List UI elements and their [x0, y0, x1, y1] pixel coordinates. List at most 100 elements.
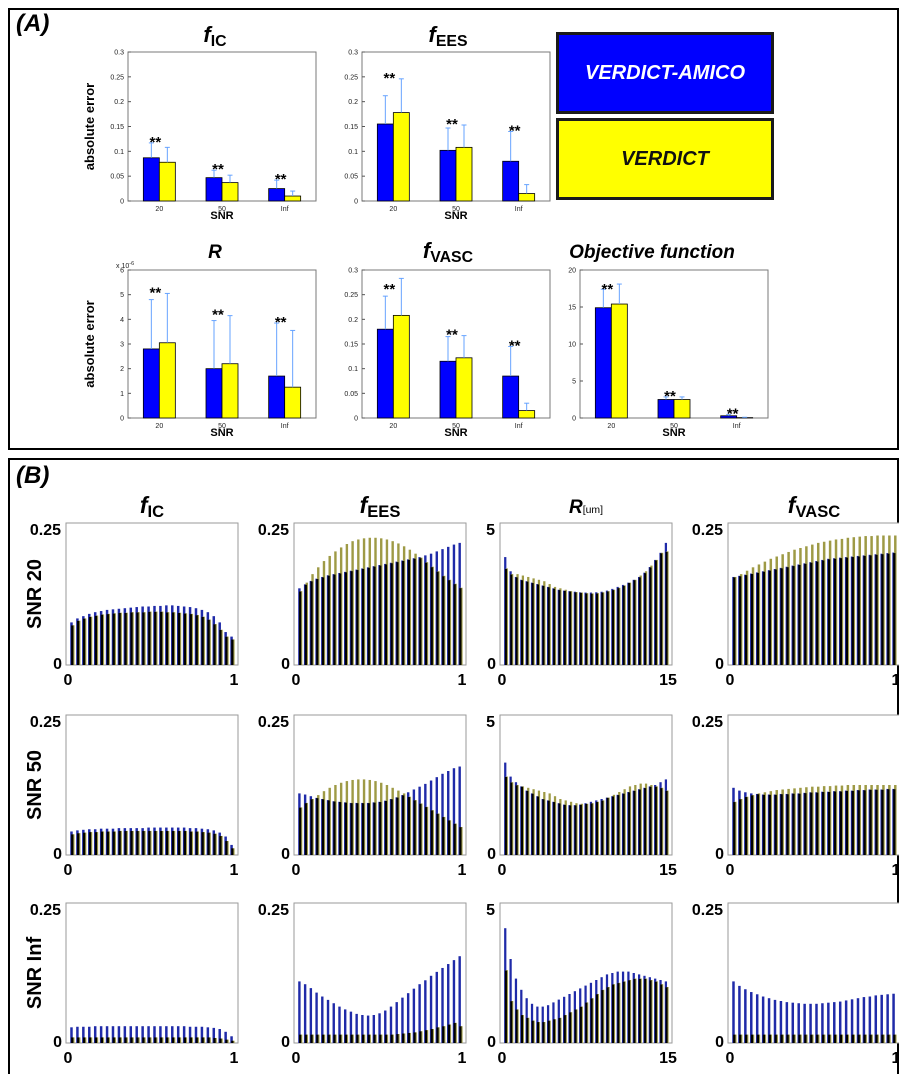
amico-hist-bar — [349, 1011, 353, 1043]
overlap-hist-bar — [547, 587, 550, 665]
overlap-hist-bar — [356, 570, 359, 665]
overlap-hist-bar — [106, 1037, 109, 1043]
overlap-hist-bar — [142, 831, 145, 855]
overlap-hist-bar — [379, 1034, 382, 1043]
overlap-hist-bar — [299, 591, 302, 665]
overlap-hist-bar — [396, 1034, 399, 1043]
overlap-hist-bar — [822, 1034, 825, 1043]
overlap-hist-bar — [601, 592, 604, 665]
amico-hist-bar — [129, 1026, 133, 1043]
hist-r0-c1-ytick-zero: 0 — [281, 656, 290, 673]
overlap-hist-bar — [504, 776, 507, 855]
overlap-hist-bar — [590, 593, 593, 665]
r-significance-marker: ** — [212, 307, 224, 324]
overlap-hist-bar — [792, 793, 795, 855]
legend-verdict: VERDICT — [556, 118, 774, 200]
verdict-bar-objective-0 — [610, 303, 628, 419]
amico-hist-bar — [773, 999, 777, 1043]
amico-hist-bar — [738, 985, 741, 1043]
overlap-hist-bar — [531, 583, 534, 665]
fees-xlabel: SNR — [444, 210, 467, 222]
overlap-hist-bar — [839, 791, 843, 855]
overlap-hist-bar — [654, 981, 657, 1043]
overlap-hist-bar — [622, 585, 625, 665]
overlap-hist-bar — [893, 553, 896, 665]
overlap-hist-bar — [520, 1015, 524, 1043]
overlap-hist-bar — [213, 624, 216, 665]
overlap-hist-bar — [219, 1038, 222, 1043]
overlap-hist-bar — [574, 592, 577, 665]
overlap-hist-bar — [177, 831, 181, 855]
overlap-hist-bar — [537, 1022, 540, 1043]
overlap-hist-bar — [310, 799, 313, 855]
hist-r1-c0-xtick-end: 1 — [230, 862, 239, 879]
overlap-hist-bar — [130, 831, 133, 855]
overlap-hist-bar — [606, 591, 609, 665]
overlap-hist-bar — [436, 571, 439, 665]
overlap-hist-bar — [390, 799, 393, 855]
overlap-hist-bar — [515, 1009, 518, 1043]
hist-r2-c2-ytick-top: 5 — [486, 902, 495, 919]
overlap-hist-bar — [130, 612, 133, 665]
overlap-hist-bar — [430, 567, 433, 665]
overlap-hist-bar — [189, 1037, 192, 1043]
overlap-hist-bar — [515, 785, 518, 855]
overlap-hist-bar — [857, 556, 860, 665]
fvasc-xtick-label: Inf — [515, 423, 523, 430]
overlap-hist-bar — [201, 1037, 204, 1043]
overlap-hist-bar — [531, 793, 534, 855]
r-ytick-label: 2 — [120, 366, 124, 373]
overlap-hist-bar — [327, 575, 330, 665]
overlap-hist-bar — [869, 789, 872, 855]
overlap-hist-bar — [774, 1034, 777, 1043]
fees-ytick-label: 0.1 — [348, 149, 358, 156]
overlap-hist-bar — [459, 827, 462, 855]
hist-r1-c3-ytick-zero: 0 — [715, 846, 724, 863]
amico-hist-bar — [886, 994, 889, 1043]
overlap-hist-bar — [106, 614, 109, 665]
overlap-hist-bar — [379, 802, 382, 855]
amico-hist-bar — [821, 1003, 824, 1043]
amico-hist-bar — [862, 997, 866, 1043]
amico-bar-fic-2 — [268, 188, 286, 202]
amico-hist-bar — [441, 773, 444, 855]
overlap-hist-bar — [304, 1034, 307, 1043]
amico-hist-bar — [372, 1015, 376, 1043]
overlap-hist-bar — [154, 611, 157, 665]
fvasc-title-sub: VASC — [430, 249, 473, 266]
overlap-hist-bar — [339, 1034, 342, 1043]
amico-bar-objective-0 — [594, 307, 612, 419]
hist-r2-c2-xtick-start: 0 — [498, 1050, 507, 1067]
overlap-hist-bar — [750, 1034, 754, 1043]
amico-hist-bar — [815, 1003, 818, 1043]
overlap-hist-bar — [350, 1034, 353, 1043]
overlap-hist-bar — [660, 788, 663, 855]
overlap-hist-bar — [520, 786, 524, 855]
amico-bar-fvasc-0 — [376, 328, 394, 419]
amico-hist-bar — [218, 1029, 221, 1043]
overlap-hist-bar — [195, 1037, 198, 1043]
amico-hist-bar — [105, 1026, 109, 1043]
overlap-hist-bar — [231, 1040, 234, 1043]
overlap-hist-bar — [649, 980, 652, 1043]
overlap-hist-bar — [654, 560, 657, 665]
overlap-hist-bar — [628, 792, 631, 855]
amico-hist-bar — [509, 959, 512, 1043]
overlap-hist-bar — [768, 1034, 771, 1043]
hist-r1-c2-xtick-start: 0 — [498, 862, 507, 879]
overlap-hist-bar — [893, 789, 896, 855]
fvasc-significance-marker: ** — [446, 327, 458, 344]
overlap-hist-bar — [601, 800, 604, 855]
overlap-hist-bar — [299, 1034, 302, 1043]
amico-hist-bar — [458, 956, 461, 1043]
hist-col-1-title-main: f — [360, 492, 370, 518]
amico-hist-bar — [182, 1026, 186, 1043]
overlap-hist-bar — [816, 1034, 819, 1043]
fic-title: fIC — [203, 22, 226, 50]
amico-hist-bar — [224, 1031, 227, 1043]
amico-bar-fees-2 — [502, 160, 520, 202]
overlap-hist-bar — [851, 557, 854, 665]
hist-col-3-title: fVASC — [788, 492, 840, 521]
overlap-hist-bar — [569, 805, 572, 855]
overlap-hist-bar — [845, 790, 849, 855]
